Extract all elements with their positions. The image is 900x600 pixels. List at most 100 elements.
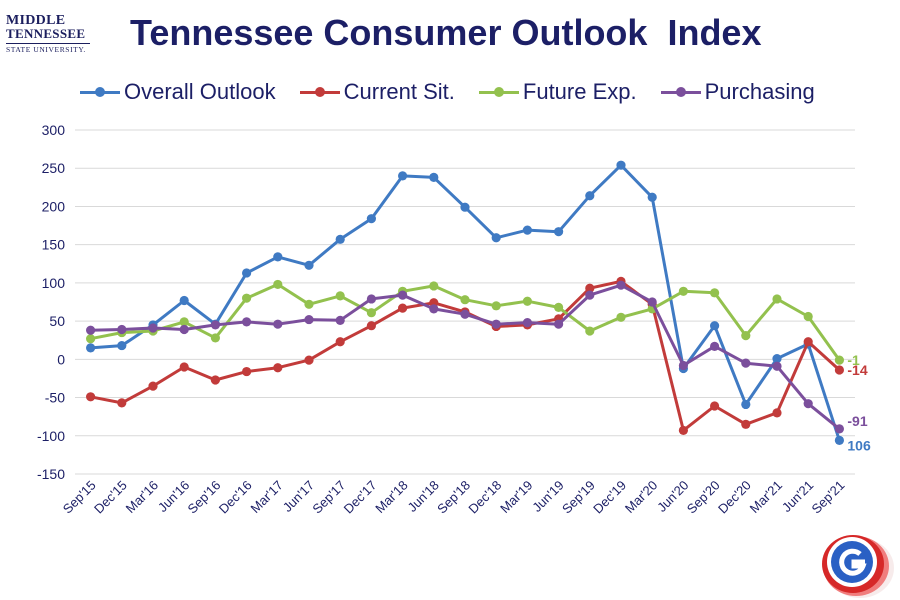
data-point — [803, 399, 813, 409]
y-tick-label: -100 — [37, 428, 65, 444]
data-point — [554, 227, 564, 237]
logo-line-1: MIDDLE — [6, 13, 66, 28]
data-point — [148, 323, 158, 333]
x-tick-label: Sep'19 — [559, 478, 598, 517]
x-tick-label: Sep'18 — [434, 478, 473, 517]
data-point — [179, 324, 189, 335]
legend-label: Current Sit. — [343, 79, 455, 104]
data-point — [179, 362, 189, 372]
data-point — [491, 319, 501, 329]
data-point — [335, 337, 345, 347]
data-point — [148, 381, 158, 391]
data-point — [210, 333, 220, 343]
data-point — [585, 283, 595, 293]
data-point — [616, 280, 626, 290]
logo-line-2: TENNESSEE — [6, 26, 86, 41]
data-point — [86, 334, 96, 344]
legend-label: Overall Outlook — [124, 79, 276, 104]
data-point — [273, 252, 283, 262]
x-tick-label: Dec'19 — [590, 478, 629, 517]
data-point — [460, 309, 470, 319]
data-point — [273, 279, 283, 290]
legend-item: Future Exp. — [478, 79, 637, 105]
x-tick-label: Dec'16 — [216, 478, 255, 517]
data-point — [741, 331, 751, 341]
legend-swatch-icon — [660, 82, 701, 102]
data-point — [429, 281, 439, 291]
data-point — [710, 288, 720, 298]
data-point — [647, 192, 657, 202]
data-point — [460, 202, 470, 212]
data-point — [117, 324, 127, 335]
y-tick-label: 100 — [42, 275, 66, 291]
y-tick-label: -50 — [45, 390, 65, 406]
x-tick-label: Sep'15 — [60, 478, 99, 517]
data-point — [273, 319, 283, 329]
data-point — [772, 294, 782, 304]
x-tick-label: Dec'17 — [341, 478, 380, 517]
legend-item: Current Sit. — [299, 79, 455, 105]
data-point — [242, 366, 252, 377]
data-point — [491, 301, 501, 311]
legend-item: Purchasing — [660, 79, 815, 105]
data-point — [616, 160, 626, 170]
x-tick-label: Dec'15 — [91, 478, 130, 517]
legend-swatch-icon — [478, 82, 519, 102]
data-point — [678, 425, 689, 436]
chart-title: Tennessee Consumer Outlook Index — [130, 12, 762, 53]
data-point — [710, 321, 720, 331]
x-tick-label: Sep'16 — [185, 478, 224, 517]
data-point — [242, 293, 252, 303]
data-point — [834, 365, 845, 375]
data-point — [117, 398, 127, 408]
data-point — [678, 286, 689, 296]
data-point — [273, 363, 283, 373]
data-point — [803, 311, 813, 322]
data-point — [429, 172, 439, 182]
data-point — [398, 171, 408, 181]
data-point — [616, 312, 626, 322]
y-tick-label: 200 — [42, 198, 66, 214]
x-tick-label: Sep'21 — [809, 478, 848, 517]
data-point — [710, 401, 720, 411]
end-label: -91 — [847, 413, 867, 429]
end-label: -14 — [847, 362, 867, 378]
data-point — [522, 225, 533, 235]
x-tick-label: Dec'20 — [715, 478, 754, 517]
y-tick-label: 250 — [42, 160, 66, 176]
data-point — [741, 399, 751, 410]
data-point — [366, 214, 376, 224]
data-point — [834, 424, 845, 434]
x-tick-label: Mar'18 — [372, 478, 410, 516]
data-point — [429, 304, 439, 314]
legend-item: Overall Outlook — [80, 79, 276, 105]
data-point — [834, 435, 845, 445]
data-point — [772, 408, 782, 418]
chart-legend: Overall Outlook Current Sit. Future Exp. Pu… — [80, 78, 839, 106]
data-point — [242, 268, 252, 278]
y-tick-label: 300 — [42, 122, 66, 138]
data-point — [335, 234, 345, 244]
end-label: -1 — [847, 352, 860, 368]
data-point — [647, 297, 657, 307]
y-tick-label: 0 — [57, 351, 65, 367]
data-point — [242, 317, 252, 327]
y-tick-label: 50 — [49, 313, 65, 329]
y-tick-label: 150 — [42, 237, 66, 253]
data-point — [491, 233, 501, 243]
data-point — [460, 295, 470, 305]
legend-swatch-icon — [299, 82, 340, 102]
legend-label: Purchasing — [704, 79, 815, 104]
data-point — [554, 319, 564, 329]
data-point — [741, 419, 751, 429]
data-point — [210, 320, 220, 330]
data-point — [304, 314, 314, 325]
legend-label: Future Exp. — [522, 79, 637, 104]
brand-watermark-icon — [822, 535, 894, 598]
data-point — [741, 358, 751, 368]
data-point — [304, 260, 314, 270]
data-point — [398, 290, 408, 300]
data-point — [366, 294, 376, 304]
data-point — [678, 360, 689, 371]
